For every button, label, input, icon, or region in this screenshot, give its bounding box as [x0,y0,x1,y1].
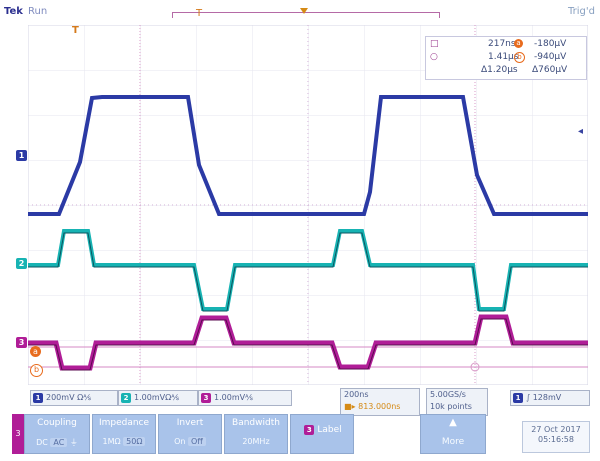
offset-marker-icon: ■▸ [344,402,359,411]
ch3-scale: 1.00mV⅍ [214,393,253,402]
ch2-label[interactable]: 2 [16,258,27,269]
ch3-label[interactable]: 3 [16,337,27,348]
ch2-scale: 1.00mVΩ⅍ [134,393,179,402]
acquisition-box[interactable]: 5.00GS/s 10k points [426,388,488,416]
trigger-ch-badge: 1 [513,393,523,403]
ch3-waveform [28,314,588,371]
label-title: 3 Label [291,425,353,435]
cursor-delta-time: Δ1.20μs [481,65,518,75]
invert-button[interactable]: Invert On Off [158,414,222,454]
ch1-scale-box[interactable]: 1 200mV Ω⅍ [30,390,118,406]
trigger-level: 128mV [532,393,562,402]
ch1-waveform [28,95,588,216]
time-scale: 200ns [344,390,369,399]
trigger-slope-icon: ∫ [526,393,533,402]
sample-rate: 5.00GS/s [430,390,466,399]
trigger-state: Trig'd [568,6,595,17]
coupling-button[interactable]: Coupling DC AC ⏚ [24,414,90,454]
cursor-a-square-icon: □ [430,39,439,49]
impedance-50: 50Ω [123,437,146,446]
coupling-options: DC AC ⏚ [25,437,89,448]
menu-channel-indicator: 3 [12,414,24,454]
cursor-a-badge-icon: a [514,39,523,48]
cursor-b-circle-icon: ○ [430,52,438,62]
impedance-title: Impedance [98,418,150,428]
more-arrow-icon: ▲ [449,417,457,428]
coupling-title: Coupling [37,418,77,428]
impedance-options: 1MΩ 50Ω [93,437,155,446]
cursor-a-label[interactable]: a [30,346,41,357]
time-offset-value: 813.000ns [358,402,401,411]
cursor-b-label[interactable]: b [30,364,43,377]
cursor-b-intersect [470,362,480,372]
record-position-marker: T [196,8,203,19]
cursor-b-value: -940μV [534,52,567,62]
cursor-readout: □ 217ns a -180μV ○ 1.41μs b -940μV Δ1.20… [425,36,587,80]
cursor-a-time: 217ns [488,39,516,49]
more-button[interactable]: ▲ More [420,414,486,454]
cursor-a-value: -180μV [534,39,567,49]
more-label: More [441,437,465,447]
status-bar: Tek Run T Trig'd [0,0,600,22]
ch2-badge: 2 [121,393,131,403]
ch1-label[interactable]: 1 [16,150,27,161]
brand-label: Tek [4,6,23,17]
cursor-b-badge-icon: b [514,52,525,63]
invert-on: On [174,437,186,446]
ch1-scale: 200mV Ω⅍ [46,393,91,402]
label-ch-badge: 3 [304,425,315,435]
trigger-level-icon: ◂ [578,126,584,137]
impedance-1m: 1MΩ [102,437,121,446]
bandwidth-value: 20MHz [242,437,270,446]
coupling-gnd-icon: ⏚ [69,438,78,447]
impedance-button[interactable]: Impedance 1MΩ 50Ω [92,414,156,454]
datetime-box: 27 Oct 2017 05:16:58 [522,421,590,453]
invert-off: Off [188,437,206,446]
bandwidth-title: Bandwidth [232,418,280,428]
ch1-badge: 1 [33,393,43,403]
date-text: 27 Oct 2017 [531,425,581,434]
time-text: 05:16:58 [538,435,574,444]
label-button[interactable]: 3 Label [290,414,354,454]
cursor-b-time: 1.41μs [488,52,519,62]
label-text: Label [317,425,342,435]
trigger-position-marker [300,8,308,14]
bandwidth-button[interactable]: Bandwidth 20MHz [224,414,288,454]
ch2-scale-box[interactable]: 2 1.00mVΩ⅍ [118,390,198,406]
coupling-dc: DC [36,438,48,447]
acq-run-label: Run [28,6,48,17]
channel-status-strip: 1 200mV Ω⅍ 2 1.00mVΩ⅍ 3 1.00mV⅍ 200ns ■▸ 81… [0,388,600,416]
coupling-ac: AC [50,438,68,447]
ch3-scale-box[interactable]: 3 1.00mV⅍ [198,390,292,406]
bottom-menu: 3 Coupling DC AC ⏚ Impedance 1MΩ 50Ω Inv… [0,408,600,461]
trigger-box[interactable]: 1 ∫ 128mV [510,390,590,406]
invert-options: On Off [159,437,221,446]
ch3-badge: 3 [201,393,211,403]
cursor-delta-value: Δ760μV [532,65,568,75]
time-offset: ■▸ 813.000ns [341,401,419,413]
invert-title: Invert [176,418,204,428]
waveform-display[interactable] [28,25,588,385]
ch2-waveform [28,229,588,311]
timebase-box[interactable]: 200ns ■▸ 813.000ns [340,388,420,416]
record-length: 10k points [430,402,472,411]
